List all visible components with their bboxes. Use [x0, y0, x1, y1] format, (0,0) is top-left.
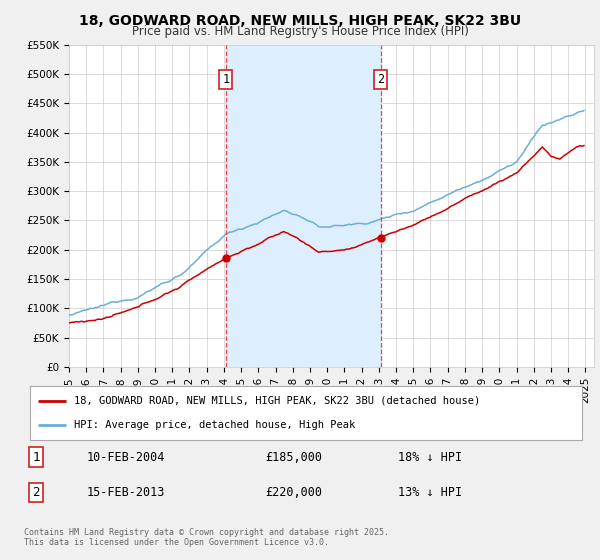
- Text: 18% ↓ HPI: 18% ↓ HPI: [398, 450, 462, 464]
- Text: 15-FEB-2013: 15-FEB-2013: [87, 486, 166, 500]
- Text: £185,000: £185,000: [266, 450, 323, 464]
- Text: 18, GODWARD ROAD, NEW MILLS, HIGH PEAK, SK22 3BU: 18, GODWARD ROAD, NEW MILLS, HIGH PEAK, …: [79, 14, 521, 28]
- Text: 13% ↓ HPI: 13% ↓ HPI: [398, 486, 462, 500]
- Text: 18, GODWARD ROAD, NEW MILLS, HIGH PEAK, SK22 3BU (detached house): 18, GODWARD ROAD, NEW MILLS, HIGH PEAK, …: [74, 396, 481, 406]
- Text: 1: 1: [222, 73, 229, 86]
- Text: £220,000: £220,000: [266, 486, 323, 500]
- Text: 2: 2: [32, 486, 40, 500]
- Text: 10-FEB-2004: 10-FEB-2004: [87, 450, 166, 464]
- Text: HPI: Average price, detached house, High Peak: HPI: Average price, detached house, High…: [74, 420, 355, 430]
- Text: 1: 1: [32, 450, 40, 464]
- Text: Price paid vs. HM Land Registry's House Price Index (HPI): Price paid vs. HM Land Registry's House …: [131, 25, 469, 38]
- Text: 2: 2: [377, 73, 385, 86]
- Bar: [226, 45, 381, 367]
- Text: Contains HM Land Registry data © Crown copyright and database right 2025.
This d: Contains HM Land Registry data © Crown c…: [24, 528, 389, 547]
